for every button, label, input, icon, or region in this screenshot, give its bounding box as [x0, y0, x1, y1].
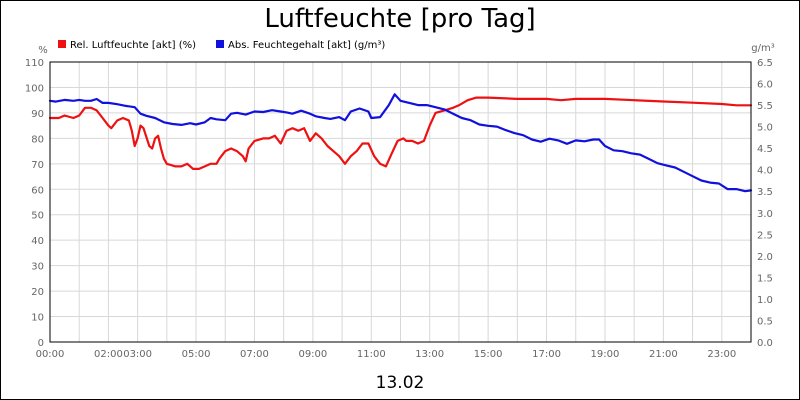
right-axis-unit: g/m³	[751, 43, 774, 54]
legend-swatch	[58, 40, 66, 48]
series-lines	[48, 93, 753, 193]
x-axis-tick-label: 09:00	[298, 349, 327, 360]
left-axis-tick-label: 60	[31, 185, 44, 196]
right-axis-tick-label: 3.0	[757, 209, 773, 220]
series-line-rel-luftfeuchte	[48, 96, 753, 170]
grid	[50, 61, 751, 343]
right-axis-tick-label: 2.0	[757, 252, 773, 263]
chart-title: Luftfeuchte [pro Tag]	[264, 4, 535, 34]
left-axis-tick-label: 30	[31, 262, 44, 273]
right-axis-tick-label: 0.0	[757, 338, 773, 349]
left-axis-tick-label: 0	[38, 338, 44, 349]
left-axis-tick-label: 10	[31, 313, 44, 324]
x-axis-tick-label: 00:00	[36, 349, 65, 360]
x-axis-tick-label: 03:00	[123, 349, 152, 360]
right-axis-tick-label: 5.5	[757, 101, 773, 112]
x-axis-tick-label: 13:00	[415, 349, 444, 360]
left-axis-unit: %	[38, 45, 48, 56]
left-axis-tick-label: 50	[31, 211, 44, 222]
legend-swatch	[216, 40, 224, 48]
axis-labels: 0 10 20 30 40 50 60 70 80 90 100 110 0.0 0.5 1.0 1.5 2.0…	[25, 58, 773, 360]
series-line-abs-feuchtegehalt	[48, 93, 753, 193]
right-axis-tick-label: 5.0	[757, 123, 773, 134]
right-axis-tick-label: 1.0	[757, 295, 773, 306]
left-axis-tick-label: 110	[25, 58, 44, 69]
left-axis-tick-label: 100	[25, 83, 44, 94]
x-axis-tick-label: 07:00	[240, 349, 269, 360]
right-axis-tick-label: 4.5	[757, 144, 773, 155]
right-axis-tick-label: 2.5	[757, 230, 773, 241]
right-axis-tick-label: 4.0	[757, 166, 773, 177]
x-axis-tick-label: 15:00	[474, 349, 503, 360]
left-axis-tick-label: 90	[31, 109, 44, 120]
x-axis-tick-label: 19:00	[591, 349, 620, 360]
x-axis-tick-label: 05:00	[182, 349, 211, 360]
legend-label: Abs. Feuchtegehalt [akt] (g/m³)	[228, 40, 385, 51]
right-axis-tick-label: 3.5	[757, 187, 773, 198]
left-axis-tick-label: 80	[31, 134, 44, 145]
x-axis-tick-label: 11:00	[357, 349, 386, 360]
date-label: 13.02	[376, 373, 425, 393]
right-axis-tick-label: 6.0	[757, 80, 773, 91]
x-axis-tick-label: 02:00	[94, 349, 123, 360]
legend-label: Rel. Luftfeuchte [akt] (%)	[70, 40, 196, 51]
legend: Rel. Luftfeuchte [akt] (%) Abs. Feuchtege…	[58, 40, 385, 51]
right-axis-tick-label: 1.5	[757, 273, 773, 284]
right-axis-tick-label: 0.5	[757, 316, 773, 327]
plot-border	[49, 61, 752, 343]
x-axis-tick-label: 17:00	[532, 349, 561, 360]
x-axis-tick-label: 23:00	[707, 349, 736, 360]
left-axis-tick-label: 70	[31, 160, 44, 171]
left-axis-tick-label: 20	[31, 287, 44, 298]
x-axis-tick-label: 21:00	[649, 349, 678, 360]
right-axis-tick-label: 6.5	[757, 58, 773, 69]
left-axis-tick-label: 40	[31, 236, 44, 247]
